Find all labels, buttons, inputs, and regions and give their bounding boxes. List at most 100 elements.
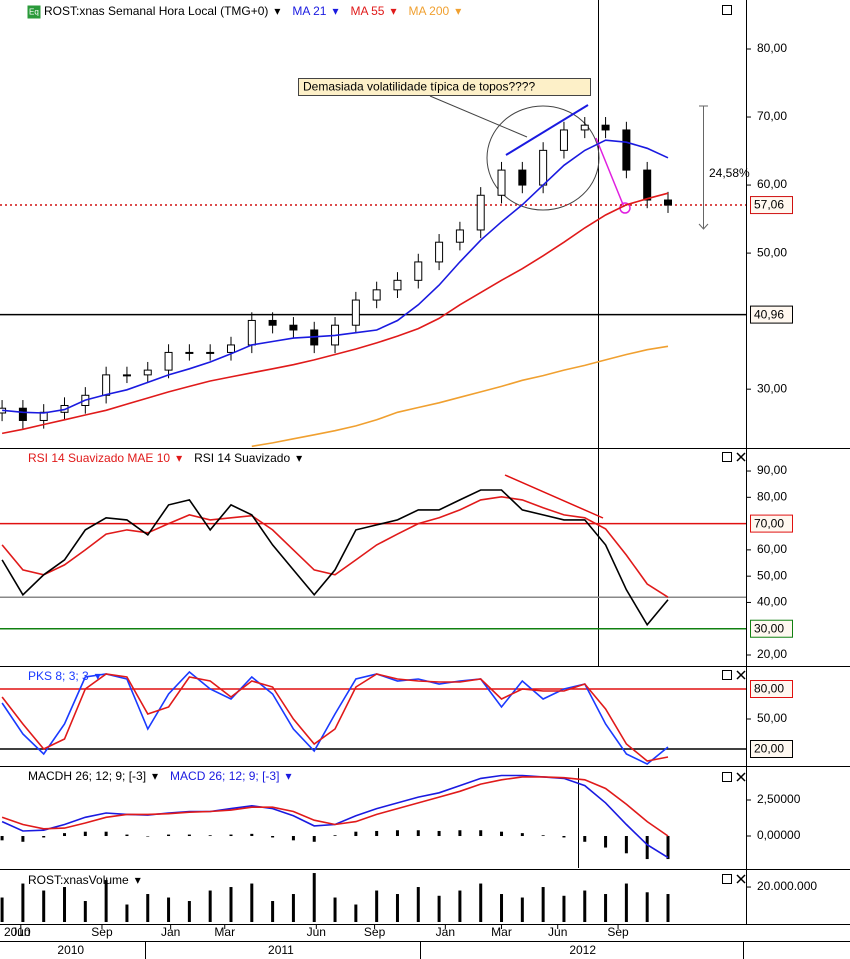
close-button[interactable] [736, 452, 746, 462]
bar [375, 890, 379, 922]
bar [0, 897, 4, 922]
series-line [1, 495, 669, 598]
candle-body [18, 407, 27, 421]
y-tick-label: 60,00 [757, 177, 787, 191]
y-tick-label: 50,00 [757, 245, 787, 259]
histogram-bar [208, 835, 212, 837]
maximize-button[interactable] [722, 874, 732, 884]
x-tick-label: Jun [11, 925, 30, 939]
maximize-button[interactable] [722, 670, 732, 680]
candle-body [622, 129, 631, 171]
bar [167, 897, 171, 922]
candle-body [247, 319, 256, 346]
series-line [251, 345, 669, 448]
bar [645, 892, 649, 922]
reference-label-box [750, 619, 793, 638]
maximize-button[interactable] [722, 5, 732, 15]
reference-label: 20,00 [754, 742, 784, 756]
histogram-bar [250, 833, 254, 837]
x-tick-label: Sep [607, 925, 629, 939]
dropdown-arrow[interactable]: ▾ [390, 4, 396, 18]
histogram-bar [291, 836, 295, 841]
series-line [1, 673, 669, 762]
reference-label: 70,00 [754, 516, 784, 530]
legend-entry: ROST:xnas Semanal Hora Local (TMG+0) [44, 4, 268, 18]
histogram-bar [458, 830, 462, 837]
candle-body [435, 241, 444, 263]
dropdown-arrow[interactable]: ▾ [176, 451, 182, 465]
x-tick-label: 2010 [4, 925, 31, 939]
histogram-bar [21, 836, 25, 842]
y-tick-label: 0,00000 [757, 828, 801, 842]
legend-entry: MA 21 [292, 4, 326, 18]
y-tick-label: 80,00 [757, 489, 787, 503]
histogram-bar [541, 835, 545, 837]
bar [104, 880, 108, 922]
candle-body [664, 199, 673, 206]
dropdown-arrow[interactable]: ▾ [332, 4, 338, 18]
histogram-bar [146, 836, 150, 837]
bar [395, 894, 399, 922]
trend-line [504, 474, 604, 519]
dropdown-arrow[interactable]: ▾ [95, 669, 101, 683]
dropdown-arrow[interactable]: ▾ [274, 4, 280, 18]
y-tick-label: 80,00 [757, 41, 787, 55]
reference-label: 57,06 [754, 198, 784, 212]
annotation-pointer [429, 95, 528, 138]
close-button[interactable] [736, 772, 746, 782]
histogram-bar [500, 831, 504, 837]
y-tick-label: 50,00 [757, 711, 787, 725]
histogram-bar [479, 830, 483, 837]
histogram-bar [666, 836, 670, 860]
candle-body [601, 124, 610, 131]
x-tick-label: Mar [214, 925, 235, 939]
close-button[interactable] [736, 670, 746, 680]
candle-body [455, 229, 464, 243]
histogram-bar [562, 836, 566, 838]
reference-label-box [750, 305, 793, 324]
reference-label: 30,00 [754, 621, 784, 635]
bar [437, 895, 441, 922]
bar [229, 887, 233, 922]
dropdown-arrow[interactable]: ▾ [296, 451, 302, 465]
legend-entry: MA 55 [350, 4, 384, 18]
bar [42, 890, 46, 922]
series-line [1, 192, 669, 435]
histogram-bar [604, 836, 608, 848]
candle-body [518, 169, 527, 186]
dropdown-arrow[interactable]: ▾ [152, 769, 158, 783]
trend-line [505, 104, 589, 156]
legend-entry: RSI 14 Suavizado MAE 10 [28, 451, 170, 465]
maximize-button[interactable] [722, 772, 732, 782]
bar [458, 890, 462, 922]
histogram-bar [187, 834, 191, 837]
bar [63, 887, 67, 922]
dropdown-arrow[interactable]: ▾ [285, 769, 291, 783]
reference-label: 80,00 [754, 682, 784, 696]
candle-body [122, 374, 131, 377]
candle-body [185, 351, 194, 354]
candle-body [143, 369, 152, 376]
bar [208, 890, 212, 922]
annotation-circle [486, 105, 600, 211]
y-tick-label: 20,00 [757, 647, 787, 661]
histogram-bar [437, 830, 441, 837]
candle-body [102, 374, 111, 396]
bar [604, 894, 608, 922]
candle-body [289, 324, 298, 331]
symbol-icon[interactable] [27, 5, 41, 19]
close-button[interactable] [736, 874, 746, 884]
symbol-icon-glyph: Eq [29, 8, 39, 17]
bar [187, 901, 191, 922]
bar [146, 894, 150, 922]
maximize-button[interactable] [722, 452, 732, 462]
dropdown-arrow[interactable]: ▾ [455, 4, 461, 18]
legend-entry: RSI 14 Suavizado [194, 451, 290, 465]
annotation-shapes [429, 95, 709, 519]
histogram-bar [333, 835, 337, 837]
candle-body [559, 129, 568, 151]
dropdown-arrow[interactable]: ▾ [135, 873, 141, 887]
measure-arrow-head [698, 105, 709, 230]
x-tick-label: Sep [91, 925, 113, 939]
